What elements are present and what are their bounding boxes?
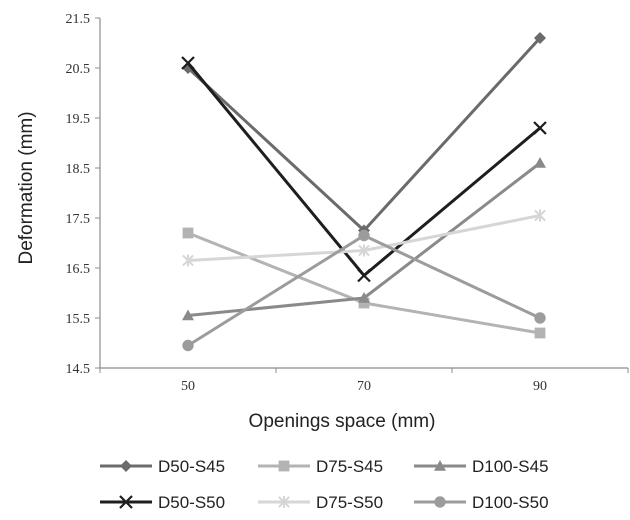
legend-swatch-marker — [434, 460, 446, 471]
legend: D50-S45 D75-S45 D100-S45 D50-S50 D75-S50 D100… — [100, 457, 549, 512]
x-tick-label: 70 — [357, 379, 371, 394]
series-layer — [181, 32, 547, 352]
series-d100-s50 — [182, 229, 546, 352]
series-d75-s50 — [182, 209, 546, 267]
y-tick-label: 20.5 — [66, 62, 91, 77]
series-d75-s45 — [182, 227, 546, 339]
legend-swatch-marker — [119, 495, 133, 509]
y-tick-label: 14.5 — [66, 362, 91, 377]
legend-label: D100-S50 — [472, 493, 549, 512]
legend-item: D50-S50 — [100, 493, 225, 512]
data-point-marker — [358, 297, 370, 309]
legend-swatch-marker — [434, 496, 446, 508]
legend-item: D100-S45 — [414, 457, 549, 476]
legend-item: D50-S45 — [100, 457, 225, 476]
series-d50-s50 — [181, 56, 547, 283]
legend-label: D50-S50 — [158, 493, 225, 512]
data-point-marker — [534, 312, 546, 324]
data-point-marker — [358, 229, 370, 242]
legend-swatch-marker — [278, 460, 290, 472]
legend-item: D100-S50 — [414, 493, 549, 512]
legend-item: D75-S45 — [258, 457, 383, 476]
data-point-marker — [358, 244, 370, 257]
data-point-marker — [534, 209, 546, 222]
data-point-marker — [534, 32, 546, 44]
legend-swatch-marker — [278, 496, 290, 508]
data-point-marker — [182, 227, 194, 239]
y-tick-label: 17.5 — [66, 212, 91, 227]
data-point-marker — [182, 254, 194, 267]
legend-label: D75-S50 — [316, 493, 383, 512]
y-tick-label: 15.5 — [66, 312, 91, 327]
data-point-marker — [181, 56, 195, 70]
data-point-marker — [533, 121, 547, 135]
legend-swatch-marker — [120, 460, 132, 472]
legend-label: D50-S45 — [158, 457, 225, 476]
y-tick-label: 19.5 — [66, 112, 91, 127]
data-point-marker — [534, 327, 546, 339]
x-tick-label: 90 — [533, 379, 547, 394]
legend-item: D75-S50 — [258, 493, 383, 512]
data-point-marker — [357, 268, 371, 283]
axes: 14.5 15.5 16.5 17.5 18.5 19.5 20.5 21.5 50 70 90 — [66, 12, 629, 394]
y-tick-label: 16.5 — [66, 262, 91, 277]
y-tick-label: 18.5 — [66, 162, 91, 177]
legend-label: D100-S45 — [472, 457, 549, 476]
data-point-marker — [182, 309, 194, 321]
data-point-marker — [358, 292, 370, 303]
y-tick-label: 21.5 — [66, 12, 91, 27]
y-axis-title: Deformation (mm) — [16, 111, 37, 264]
legend-label: D75-S45 — [316, 457, 383, 476]
data-point-marker — [534, 157, 546, 168]
x-tick-label: 50 — [181, 379, 195, 394]
series-d50-s45 — [182, 32, 546, 237]
data-point-marker — [182, 339, 194, 352]
x-axis-title: Openings space (mm) — [249, 411, 436, 432]
